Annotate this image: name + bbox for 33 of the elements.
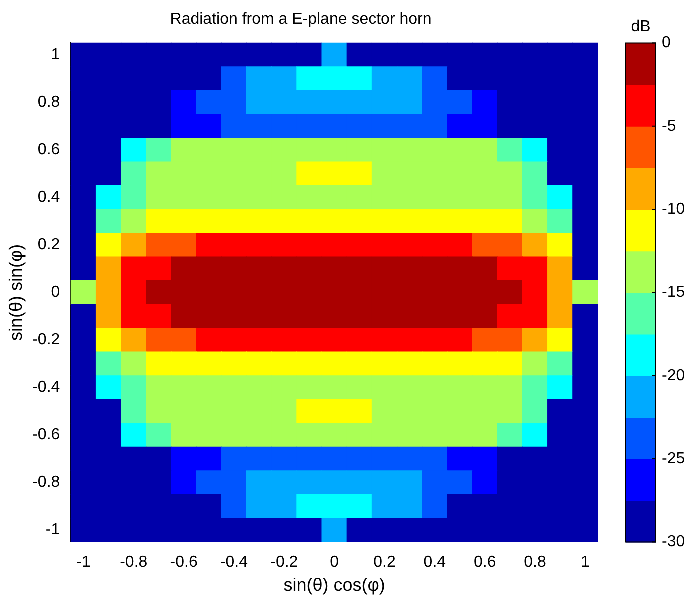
color-bar-label: -20	[662, 367, 686, 384]
y-tick-label: 0.8	[38, 94, 60, 112]
color-bar-title: dB	[631, 18, 651, 36]
x-tick-label: 0.2	[374, 554, 396, 572]
x-tick-label: -0.2	[270, 554, 298, 572]
color-bar-label: -30	[662, 534, 686, 551]
y-tick-label: -0.4	[32, 379, 60, 396]
x-tick-label: -0.6	[170, 554, 198, 572]
y-tick-label: -0.2	[32, 332, 60, 349]
color-bar-label: -15	[662, 284, 686, 302]
x-tick-label: 0.4	[424, 554, 446, 572]
y-axis-title: sin(θ) sin(φ)	[6, 244, 26, 342]
y-tick-label: 0.4	[38, 189, 60, 206]
x-tick-label: 0	[330, 554, 340, 572]
y-tick-label: 0.6	[38, 142, 60, 159]
y-tick-label: -0.6	[32, 426, 60, 444]
chart-title: Radiation from a E-plane sector horn	[170, 11, 432, 28]
x-tick-label: -1	[76, 554, 91, 572]
x-tick-label: 1	[581, 554, 590, 572]
x-tick-label: -0.4	[220, 554, 248, 572]
color-bar-label: -10	[662, 200, 686, 218]
color-bar-label: -25	[662, 450, 686, 468]
y-tick-label: -1	[46, 522, 60, 539]
x-axis-title: sin(θ) cos(φ)	[284, 575, 386, 596]
x-tick-label: 0.6	[474, 554, 496, 572]
y-tick-label: 0	[51, 284, 60, 302]
x-tick-label: -0.8	[120, 554, 148, 572]
x-tick-label: 0.8	[524, 554, 546, 572]
color-bar-label: 0	[662, 34, 671, 52]
y-tick-label: 0.2	[38, 236, 60, 254]
y-tick-label: -0.8	[32, 474, 60, 492]
color-bar-label: -5	[662, 118, 676, 135]
y-tick-label: 1	[51, 46, 60, 64]
